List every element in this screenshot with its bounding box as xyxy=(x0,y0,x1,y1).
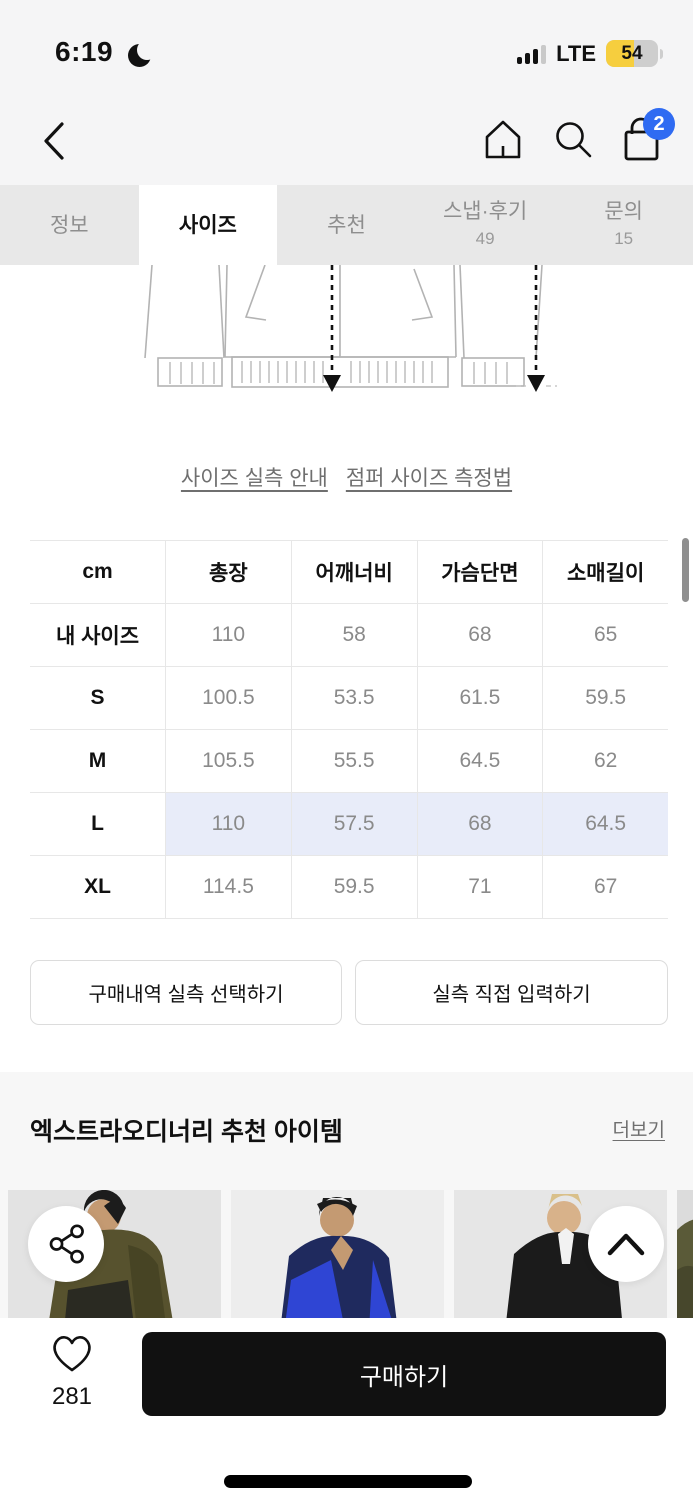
search-icon xyxy=(556,122,592,158)
table-row-my-size: 내 사이즈 110 58 68 65 xyxy=(30,603,668,666)
tab-recommend[interactable]: 추천 xyxy=(327,213,366,237)
chevron-up-icon xyxy=(607,1233,645,1256)
status-bar: 6:19 LTE 54 xyxy=(0,0,693,100)
home-indicator[interactable] xyxy=(224,1475,472,1488)
status-indicators: LTE 54 xyxy=(517,40,663,67)
back-button[interactable] xyxy=(38,116,74,166)
page-scrollbar[interactable] xyxy=(682,538,689,602)
manual-measure-input-button[interactable]: 실측 직접 입력하기 xyxy=(355,960,668,1025)
nav-bar: 2 xyxy=(0,100,693,185)
table-row-l-highlighted: L 110 57.5 68 64.5 xyxy=(30,792,668,855)
sleeve-length-arrow xyxy=(516,265,557,392)
recommend-title: 엑스트라오디너리 추천 아이템 xyxy=(30,1118,343,1146)
table-row-m: M 105.5 55.5 64.5 62 xyxy=(30,729,668,792)
like-count: 281 xyxy=(51,1383,93,1410)
tab-snap-review[interactable]: 스냅·후기 49 xyxy=(416,185,555,265)
cart-button[interactable]: 2 xyxy=(619,108,675,166)
share-icon xyxy=(49,1224,84,1264)
size-table: cm 총장 어깨너비 가슴단면 소매길이 내 사이즈 110 58 68 65 … xyxy=(30,540,668,919)
recommend-more-link[interactable]: 더보기 xyxy=(612,1120,665,1141)
battery-percent: 54 xyxy=(621,42,643,64)
product-image-olive-closeup xyxy=(677,1190,693,1318)
tab-inquiry-count: 15 xyxy=(614,229,634,248)
share-button[interactable] xyxy=(28,1206,104,1282)
select-purchase-measure-button[interactable]: 구매내역 실측 선택하기 xyxy=(30,960,342,1025)
jumper-howto-link[interactable]: 점퍼 사이즈 측정법 xyxy=(345,467,513,490)
table-row-s: S 100.5 53.5 61.5 59.5 xyxy=(30,666,668,729)
product-card-olive-closeup[interactable] xyxy=(677,1190,693,1318)
battery-icon: 54 xyxy=(606,40,658,67)
tab-info[interactable]: 정보 xyxy=(49,213,89,237)
buy-button[interactable]: 구매하기 xyxy=(142,1332,666,1416)
size-guide-links: 사이즈 실측 안내 점퍼 사이즈 측정법 xyxy=(0,462,693,492)
tab-size[interactable]: 사이즈 xyxy=(138,185,278,265)
home-icon xyxy=(485,120,521,159)
clock: 6:19 xyxy=(55,36,114,67)
battery-nub xyxy=(660,48,663,59)
cellular-signal-icon xyxy=(517,44,547,64)
product-card-blue-windbreaker[interactable] xyxy=(231,1190,444,1318)
table-header-row: cm 총장 어깨너비 가슴단면 소매길이 xyxy=(30,540,668,603)
tab-bar: 정보 사이즈 추천 스냅·후기 49 문의 15 xyxy=(0,185,693,265)
product-image-blue-windbreaker xyxy=(231,1190,444,1318)
heart-icon xyxy=(53,1336,91,1372)
do-not-disturb-moon-icon xyxy=(128,40,157,68)
recommend-section: 엑스트라오디너리 추천 아이템 더보기 xyxy=(0,1072,693,1318)
like-button[interactable]: 281 xyxy=(38,1332,106,1411)
network-type: LTE xyxy=(556,40,596,66)
total-length-arrow xyxy=(323,265,341,392)
tab-snap-review-count: 49 xyxy=(475,229,495,248)
scroll-to-top-button[interactable] xyxy=(588,1206,664,1282)
search-button[interactable] xyxy=(549,112,597,166)
tab-inquiry[interactable]: 문의 15 xyxy=(554,185,693,265)
jacket-measurement-diagram xyxy=(138,264,558,410)
home-button[interactable] xyxy=(479,112,527,166)
measure-guide-link[interactable]: 사이즈 실측 안내 xyxy=(180,467,328,490)
cart-badge: 2 xyxy=(643,108,675,140)
table-row-xl: XL 114.5 59.5 71 67 xyxy=(30,855,668,919)
bottom-purchase-bar: 281 구매하기 xyxy=(0,1318,693,1500)
nav-actions: 2 xyxy=(479,108,675,166)
unit-header: cm xyxy=(82,560,113,583)
